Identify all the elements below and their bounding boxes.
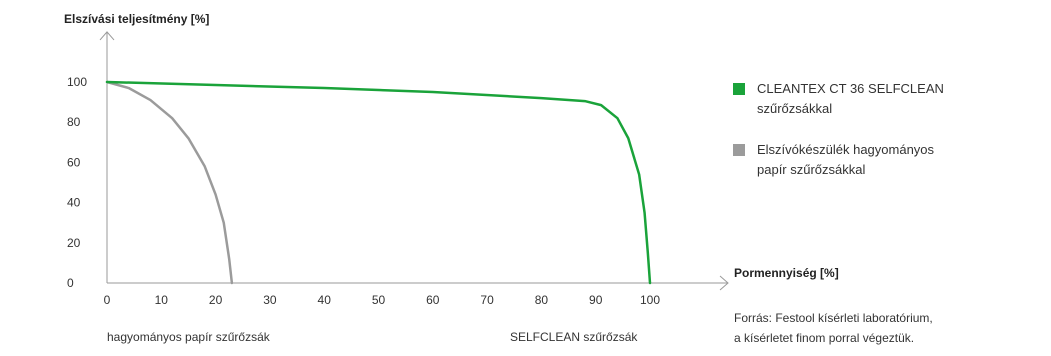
x-tick-label: 40 — [318, 293, 332, 307]
x-tick-label: 70 — [480, 293, 494, 307]
axes — [99, 31, 729, 291]
x-tick-label: 50 — [372, 293, 386, 307]
x-tick-label: 10 — [155, 293, 169, 307]
legend-label-line2: szűrőzsákkal — [757, 101, 833, 116]
x-tick-label: 20 — [209, 293, 223, 307]
series-line — [105, 80, 234, 285]
y-tick-label: 80 — [67, 115, 81, 129]
x-axis-arrow — [719, 275, 729, 291]
legend-item-paper: Elszívókészülék hagyományos papír szűrőz… — [733, 140, 1007, 180]
source-line1: Forrás: Festool kísérleti laboratórium, — [734, 311, 933, 325]
x-tick-label: 80 — [535, 293, 549, 307]
legend-swatch-gray — [733, 144, 745, 156]
x-tick-label: 100 — [640, 293, 660, 307]
x-axis-title: Pormennyiség [%] — [734, 266, 839, 280]
legend-label-line1: CLEANTEX CT 36 SELFCLEAN — [757, 81, 944, 96]
x-category-left: hagyományos papír szűrőzsák — [107, 330, 270, 344]
x-tick-label: 90 — [589, 293, 603, 307]
y-tick-label: 100 — [67, 75, 87, 89]
legend-item-selfclean: CLEANTEX CT 36 SELFCLEAN szűrőzsákkal — [733, 79, 1007, 119]
x-category-right: SELFCLEAN szűrőzsák — [510, 330, 638, 344]
y-tick-label: 60 — [67, 155, 81, 169]
tick-labels: 0 10 20 30 40 50 60 70 80 90 100 0 20 40 60 80 100 — [67, 75, 660, 307]
source-line2: a kísérletet finom porral végeztük. — [734, 331, 915, 345]
y-tick-label: 0 — [67, 276, 74, 290]
legend-swatch-green — [733, 83, 745, 95]
legend-label-line1: Elszívókészülék hagyományos — [757, 142, 935, 157]
series-lines — [105, 80, 652, 285]
source-note: Forrás: Festool kísérleti laboratórium, … — [734, 308, 1034, 348]
y-axis-arrow — [99, 31, 115, 41]
x-tick-label: 60 — [426, 293, 440, 307]
legend-label-line2: papír szűrőzsákkal — [757, 162, 866, 177]
series-line — [105, 80, 652, 285]
y-axis-title: Elszívási teljesítmény [%] — [64, 12, 209, 26]
x-tick-label: 30 — [263, 293, 277, 307]
y-tick-label: 40 — [67, 196, 81, 210]
x-tick-label: 0 — [104, 293, 111, 307]
y-tick-label: 20 — [67, 236, 81, 250]
